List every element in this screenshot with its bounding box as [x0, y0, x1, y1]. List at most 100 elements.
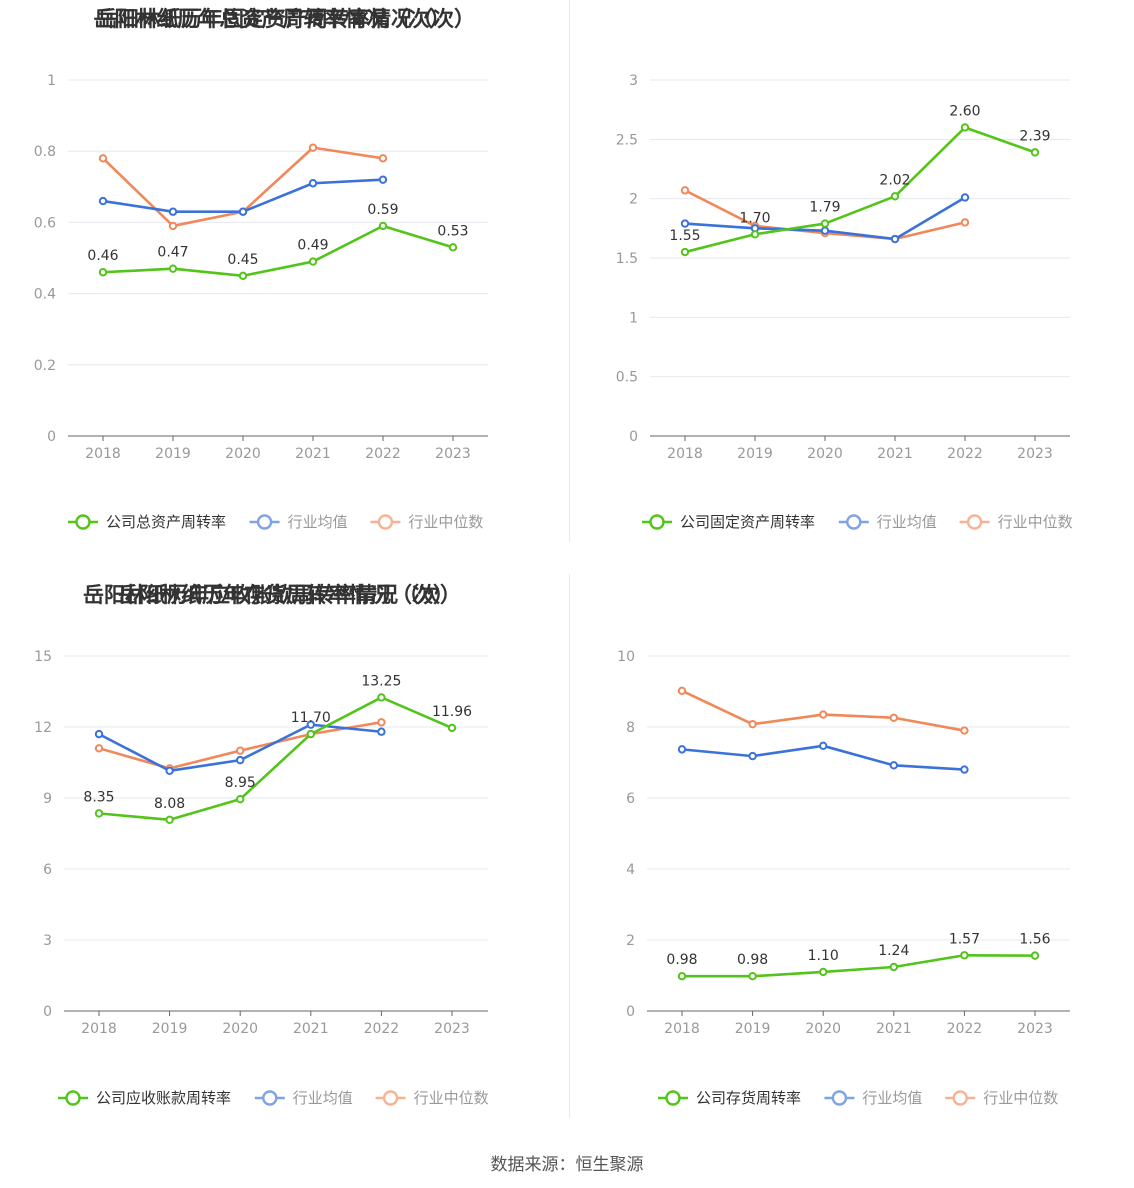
- y-tick-label: 3: [629, 73, 638, 89]
- y-tick-label: 0.6: [34, 215, 56, 231]
- data-label: 2.60: [949, 103, 980, 119]
- data-point-avg: [677, 745, 687, 754]
- x-tick-label: 2023: [1017, 1021, 1053, 1037]
- x-tick-label: 2022: [365, 446, 401, 462]
- data-label: 1.24: [878, 943, 909, 959]
- legend-marker-circle: [262, 1090, 278, 1106]
- data-point-company: [94, 809, 104, 818]
- panel-divider-bottom: [569, 574, 570, 1118]
- data-label: 0.46: [87, 248, 118, 264]
- data-label: 1.79: [809, 200, 840, 216]
- data-point-company: [889, 962, 898, 972]
- x-tick-label: 2018: [85, 446, 121, 462]
- y-tick-label: 0: [43, 1004, 52, 1020]
- x-tick-label: 2020: [225, 446, 261, 462]
- data-point-median: [98, 154, 108, 163]
- y-tick-label: 0.5: [616, 370, 638, 386]
- data-point-avg: [236, 755, 245, 765]
- data-point-avg: [165, 766, 174, 775]
- data-point-company: [677, 972, 687, 981]
- y-tick-label: 12: [34, 720, 52, 736]
- legend-label: 行业中位数: [414, 1089, 489, 1107]
- legend-label: 行业中位数: [408, 513, 483, 531]
- x-tick-label: 2020: [807, 446, 843, 462]
- data-point-avg: [960, 765, 969, 774]
- data-point-company: [98, 268, 108, 277]
- data-point-avg: [819, 741, 828, 751]
- y-tick-label: 0.4: [34, 287, 56, 303]
- legend-label: 行业均值: [288, 513, 348, 531]
- legend-label: 行业均值: [293, 1089, 353, 1107]
- x-tick-label: 2021: [295, 446, 331, 462]
- data-label: 0.53: [437, 223, 468, 239]
- legend-label: 行业均值: [862, 1089, 922, 1107]
- data-point-company: [960, 951, 969, 960]
- series-line-company: [684, 126, 1036, 254]
- data-label: 1.56: [1019, 932, 1050, 948]
- chart-svg-1: 岳阳林纸历年总资产周转率情况（次） 0 0.2 0.4 0.6 0.8 1 2018 2019 2…: [34, 7, 488, 531]
- y-tick-label: 1: [47, 73, 56, 89]
- x-tick-label: 2019: [735, 1021, 771, 1037]
- data-point-avg: [748, 751, 757, 761]
- chart-title: 岳阳林纸历年存货周转率情况（次）: [118, 583, 454, 607]
- x-tick-label: 2018: [81, 1021, 117, 1037]
- chart-title: 岳阳林纸历年应收账款周转率情况（次）: [83, 583, 461, 607]
- data-point-company: [447, 723, 457, 733]
- data-point-avg: [820, 226, 830, 235]
- data-label: 8.08: [154, 796, 185, 812]
- data-point-company: [820, 219, 830, 228]
- data-point-company: [819, 967, 828, 977]
- legend-marker-circle: [256, 514, 273, 530]
- data-label: 1.57: [949, 931, 980, 947]
- chart-svg-2: 岳阳林纸历年固定资产周转率情况（次） 0 0.5 1 1.5 2 2.5 3 2018 2019 2…: [97, 7, 1073, 531]
- legend-label: 行业中位数: [998, 513, 1073, 531]
- legend-marker-circle: [665, 1090, 681, 1106]
- data-label: 11.70: [291, 710, 331, 726]
- y-tick-label: 8: [626, 720, 635, 736]
- data-point-company: [890, 192, 900, 201]
- series-line-company: [102, 224, 454, 278]
- data-point-company: [165, 815, 174, 824]
- data-label: 0.45: [227, 252, 258, 268]
- data-source-text: 数据来源：恒生聚源: [490, 1155, 644, 1175]
- chart-title: 岳阳林纸历年总资产周转率情况（次）: [94, 7, 451, 31]
- data-point-company: [1030, 148, 1040, 157]
- data-point-company: [306, 729, 315, 739]
- y-tick-label: 0: [47, 429, 56, 445]
- x-tick-label: 2023: [1017, 446, 1053, 462]
- legend-label: 公司总资产周转率: [106, 513, 226, 531]
- data-label: 13.25: [361, 673, 401, 689]
- data-point-median: [377, 718, 386, 727]
- chart-group: 岳阳林纸历年存货周转率情况（次） 0 2 4 6 8 10 2018 2019 2020 2021 2…: [118, 583, 1070, 1107]
- data-label: 0.59: [367, 202, 398, 218]
- data-point-company: [680, 247, 690, 257]
- y-tick-label: 2.5: [616, 132, 638, 148]
- series-line-avg: [102, 178, 384, 214]
- chart-panel-total-asset-turnover: 岳阳林纸历年总资产周转率情况（次） 0 0.2 0.4 0.6 0.8 1 2018 2019 2…: [0, 0, 567, 570]
- legend-marker-circle: [831, 1090, 848, 1106]
- x-tick-label: 2019: [152, 1021, 188, 1037]
- chart-panel-receivables-turnover: 岳阳林纸历年应收账款周转率情况（次） 0 3 6 9 12 15 2018 2019 2020 20…: [0, 576, 567, 1146]
- data-point-company: [377, 693, 386, 702]
- data-point-avg: [306, 720, 315, 729]
- data-point-avg: [890, 234, 900, 244]
- data-point-median: [960, 218, 970, 227]
- data-label: 8.95: [225, 775, 256, 791]
- y-tick-label: 0.8: [34, 144, 56, 160]
- legend-label: 公司应收账款周转率: [96, 1089, 231, 1107]
- legend-label: 行业均值: [877, 513, 937, 531]
- data-point-company: [960, 123, 970, 132]
- data-point-company: [748, 972, 757, 981]
- y-tick-label: 0: [626, 1004, 635, 1020]
- x-tick-label: 2022: [364, 1021, 400, 1037]
- data-label: 1.70: [739, 210, 770, 226]
- x-tick-label: 2020: [222, 1021, 258, 1037]
- legend-label: 公司固定资产周转率: [680, 513, 815, 531]
- data-point-company: [308, 257, 318, 266]
- series-line-company: [98, 696, 453, 822]
- data-point-company: [378, 221, 388, 231]
- y-tick-label: 9: [43, 791, 52, 807]
- chart-title: 岳阳林纸历年固定资产周转率情况（次）: [97, 7, 475, 31]
- y-tick-label: 3: [43, 933, 52, 949]
- x-tick-label: 2019: [155, 446, 191, 462]
